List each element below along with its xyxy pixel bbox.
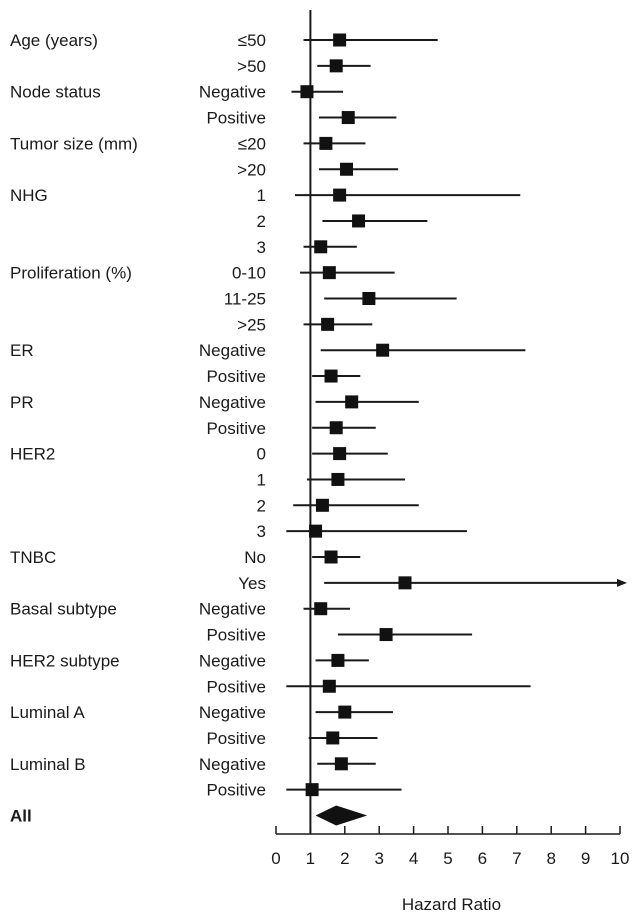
level-label: >20 [237, 160, 266, 179]
group-label: Node status [10, 83, 101, 102]
level-label: Positive [206, 781, 266, 800]
group-label: Luminal A [10, 703, 85, 722]
hr-marker [324, 369, 338, 383]
hr-marker [362, 292, 376, 305]
hr-marker [309, 524, 323, 538]
level-label: Yes [238, 574, 266, 593]
hr-marker [314, 240, 328, 254]
level-label: 11-25 [224, 290, 266, 309]
hr-marker [314, 602, 328, 616]
level-label: Positive [206, 109, 266, 128]
group-label: Tumor size (mm) [10, 134, 138, 153]
hr-marker [333, 188, 347, 202]
hr-marker [398, 576, 412, 590]
hr-marker [329, 421, 343, 435]
level-label: Positive [206, 677, 266, 696]
hr-marker [319, 136, 333, 150]
x-tick-label: 3 [374, 849, 383, 868]
level-label: 3 [257, 238, 266, 257]
level-label: Negative [199, 600, 266, 619]
hr-marker [334, 757, 348, 771]
x-tick-label: 2 [340, 849, 349, 868]
hr-marker [300, 85, 314, 99]
hr-marker [321, 317, 335, 331]
hr-marker [341, 111, 355, 125]
level-label: ≤50 [238, 31, 266, 50]
hr-marker [324, 550, 338, 564]
group-label: Luminal B [10, 755, 86, 774]
group-label: Basal subtype [10, 600, 117, 619]
level-label: 1 [257, 470, 266, 489]
group-label: ER [10, 341, 34, 360]
x-axis-title: Hazard Ratio [402, 895, 501, 914]
level-label: >50 [237, 57, 266, 76]
hr-marker [333, 447, 347, 461]
level-label: Positive [206, 419, 266, 438]
group-label: TNBC [10, 548, 56, 567]
hr-marker [322, 266, 336, 280]
hr-marker [333, 33, 347, 47]
level-label: Positive [206, 626, 266, 645]
group-label: Age (years) [10, 31, 98, 50]
x-tick-label: 9 [581, 849, 590, 868]
hr-marker [331, 653, 345, 667]
overall-label: All [10, 807, 32, 826]
hr-marker [352, 214, 366, 228]
level-label: 3 [257, 522, 266, 541]
level-label: Positive [206, 729, 266, 748]
level-label: 2 [257, 212, 266, 231]
group-label: Proliferation (%) [10, 264, 132, 283]
level-label: Negative [199, 393, 266, 412]
level-label: Positive [206, 367, 266, 386]
ci-arrow [617, 578, 627, 587]
level-label: 2 [257, 496, 266, 515]
hr-marker [329, 59, 343, 73]
level-label: Negative [199, 703, 266, 722]
overall-diamond [315, 805, 368, 826]
x-tick-label: 10 [611, 849, 630, 868]
level-label: 0 [257, 445, 266, 464]
hr-marker [315, 498, 329, 512]
hr-marker [379, 628, 393, 642]
hr-marker [305, 783, 319, 797]
hr-marker [345, 395, 359, 409]
level-label: 1 [257, 186, 266, 205]
level-label: Negative [199, 341, 266, 360]
level-label: Negative [199, 755, 266, 774]
group-label: HER2 subtype [10, 651, 120, 670]
group-label: PR [10, 393, 34, 412]
hr-marker [331, 472, 345, 486]
x-tick-label: 8 [546, 849, 555, 868]
group-label: NHG [10, 186, 48, 205]
hr-marker [376, 343, 390, 357]
x-tick-label: 7 [512, 849, 521, 868]
x-tick-label: 4 [409, 849, 418, 868]
hr-marker [338, 705, 352, 719]
level-label: Negative [199, 651, 266, 670]
hr-marker [322, 679, 336, 693]
level-label: 0-10 [232, 264, 266, 283]
x-tick-label: 6 [478, 849, 487, 868]
group-label: HER2 [10, 445, 55, 464]
level-label: >25 [237, 315, 266, 334]
x-tick-label: 0 [271, 849, 280, 868]
hr-marker [326, 731, 340, 745]
x-tick-label: 1 [306, 849, 315, 868]
level-label: ≤20 [238, 134, 266, 153]
x-tick-label: 5 [443, 849, 452, 868]
hr-marker [340, 162, 354, 176]
level-label: Negative [199, 83, 266, 102]
level-label: No [244, 548, 266, 567]
